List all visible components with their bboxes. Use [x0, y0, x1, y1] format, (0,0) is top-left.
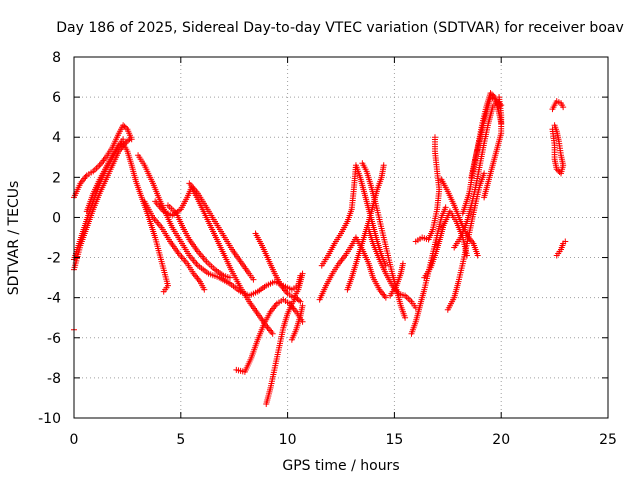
data-point — [226, 274, 233, 281]
data-point — [250, 276, 257, 283]
data-point — [553, 166, 560, 173]
data-point — [120, 122, 127, 129]
y-axis-title: SDTVAR / TECUs — [6, 181, 22, 296]
x-tick-label: 20 — [492, 432, 510, 448]
series-arc-2d — [164, 202, 233, 281]
data-point — [269, 330, 276, 337]
data-point — [555, 167, 562, 174]
data-point — [496, 94, 503, 101]
y-tick-label: -4 — [47, 291, 61, 307]
data-point — [382, 294, 389, 301]
x-tick-label: 10 — [279, 432, 297, 448]
data-point — [201, 286, 208, 293]
y-tick-label: 2 — [52, 170, 61, 186]
series-arc-5b — [412, 134, 443, 245]
x-axis-title: GPS time / hours — [282, 458, 399, 474]
data-point — [442, 204, 449, 211]
data-point — [123, 138, 130, 145]
series-arc-1b — [71, 122, 135, 201]
x-tick-label: 25 — [599, 432, 617, 448]
series-arc-4e — [365, 226, 419, 311]
data-point — [128, 136, 135, 143]
data-point — [560, 104, 567, 111]
data-point — [297, 298, 304, 305]
data-point — [121, 123, 128, 130]
data-point — [399, 260, 406, 267]
data-point — [160, 288, 167, 295]
data-point — [496, 102, 503, 109]
data-point — [402, 314, 409, 321]
data-point — [551, 122, 558, 129]
data-point — [431, 134, 438, 141]
data-point — [295, 297, 302, 304]
series-arc-2e — [186, 180, 257, 283]
x-tick-label: 5 — [176, 432, 185, 448]
series-arc-6a — [549, 98, 567, 113]
chart-title: Day 186 of 2025, Sidereal Day-to-day VTE… — [56, 20, 624, 36]
y-tick-label: 6 — [52, 90, 61, 106]
series-arc-3d — [288, 302, 306, 343]
series-arc-1d — [83, 140, 171, 295]
data-point — [299, 302, 306, 309]
y-tick-label: -10 — [38, 411, 61, 427]
data-point — [294, 296, 301, 303]
y-tick-label: -6 — [47, 331, 61, 347]
y-tick-label: 0 — [52, 210, 61, 226]
series-arc-4f — [387, 260, 406, 299]
data-point — [299, 270, 306, 277]
data-point — [481, 170, 488, 177]
data-marks — [71, 90, 569, 407]
data-point — [562, 238, 569, 245]
data-point — [488, 91, 495, 98]
data-point — [125, 137, 132, 144]
y-tick-label: -8 — [47, 371, 61, 387]
series-arc-5i — [481, 94, 505, 201]
series-arc-3b — [263, 294, 304, 407]
series-arc-3c — [252, 230, 306, 301]
series-arc-6c — [553, 238, 569, 259]
series-arc-3a — [233, 296, 306, 375]
plot-frame — [73, 56, 609, 419]
data-point — [122, 124, 129, 131]
y-tick-label: 4 — [52, 130, 61, 146]
data-point — [474, 252, 481, 259]
series-arc-5c — [421, 208, 471, 281]
axis-ticks: 0 5 10 15 20 25 -10 -8 -6 -4 -2 0 2 4 6 8 — [38, 50, 617, 448]
series-arc-2b — [141, 198, 208, 293]
series-arc-6b — [549, 122, 567, 177]
x-tick-label: 15 — [385, 432, 403, 448]
y-tick-label: -2 — [47, 251, 61, 267]
y-tick-label: 8 — [52, 50, 61, 66]
x-tick-label: 0 — [70, 432, 79, 448]
data-point — [380, 162, 387, 169]
